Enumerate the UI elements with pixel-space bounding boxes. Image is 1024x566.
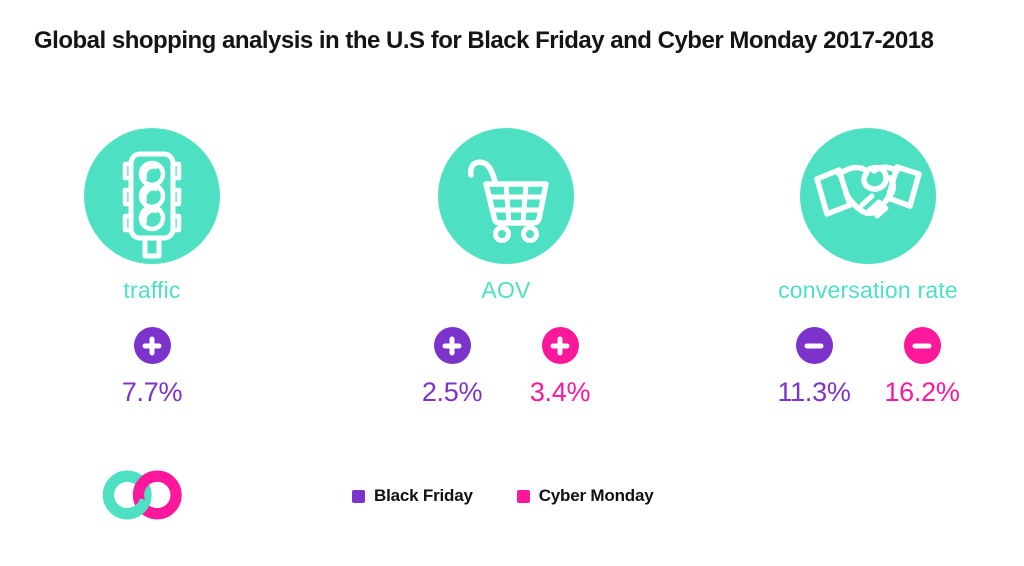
metric-conversation-rate: conversation rate 11.3% 16.2% bbox=[750, 128, 986, 408]
legend-label: Black Friday bbox=[374, 486, 473, 505]
metric-traffic: traffic 7.7% bbox=[34, 128, 270, 408]
percent-value: 2.5% bbox=[421, 377, 483, 407]
value-cyber-monday: 3.4% bbox=[516, 327, 604, 408]
plus-icon bbox=[133, 327, 171, 364]
value-cyber-monday: 16.2% bbox=[878, 327, 966, 408]
plus-icon bbox=[541, 327, 579, 364]
value-black-friday: 2.5% bbox=[408, 327, 496, 408]
metric-values-aov: 2.5% 3.4% bbox=[388, 327, 624, 408]
page-title: Global shopping analysis in the U.S for … bbox=[34, 27, 934, 54]
metric-label-conversation-rate: conversation rate bbox=[778, 277, 958, 303]
percent-value: 16.2% bbox=[884, 377, 960, 407]
percent-value: 11.3% bbox=[777, 377, 851, 407]
metric-values-conversation-rate: 11.3% 16.2% bbox=[750, 327, 986, 408]
legend-item-cyber-monday: Cyber Monday bbox=[516, 486, 654, 506]
percent-value: 7.7% bbox=[121, 377, 183, 407]
metric-label-traffic: traffic bbox=[123, 277, 181, 303]
traffic-light-icon bbox=[84, 128, 220, 264]
legend: Black Friday Cyber Monday bbox=[352, 486, 654, 506]
legend-label: Cyber Monday bbox=[538, 486, 654, 505]
value-black-friday: 7.7% bbox=[108, 327, 196, 408]
shopping-cart-icon bbox=[438, 128, 574, 264]
metric-label-aov: AOV bbox=[481, 277, 531, 303]
percent-value: 3.4% bbox=[529, 377, 591, 407]
handshake-icon bbox=[800, 128, 936, 264]
plus-icon bbox=[433, 327, 471, 364]
value-black-friday: 11.3% bbox=[770, 327, 858, 408]
minus-icon bbox=[903, 327, 941, 364]
minus-icon bbox=[795, 327, 833, 364]
cyber-monday-swatch-icon bbox=[516, 489, 530, 503]
metric-aov: AOV 2.5% 3.4% bbox=[388, 128, 624, 408]
infinity-rings-logo bbox=[99, 465, 193, 525]
metric-values-traffic: 7.7% bbox=[34, 327, 270, 408]
black-friday-swatch-icon bbox=[352, 489, 365, 503]
legend-item-black-friday: Black Friday bbox=[352, 486, 473, 506]
